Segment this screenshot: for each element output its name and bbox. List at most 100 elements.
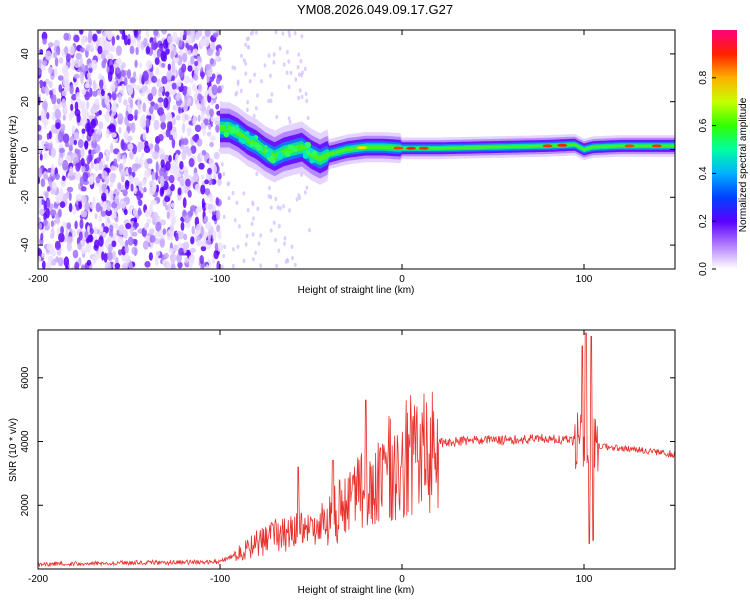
noise-blob bbox=[244, 42, 248, 47]
noise-blob bbox=[293, 31, 297, 36]
noise-blob bbox=[129, 227, 134, 235]
noise-blob bbox=[53, 203, 59, 209]
noise-blob bbox=[267, 53, 271, 58]
colorbar-tick-label: 0.8 bbox=[698, 70, 709, 84]
noise-blob bbox=[244, 61, 248, 66]
noise-blob bbox=[127, 85, 134, 96]
noise-blob bbox=[157, 134, 164, 142]
noise-blob bbox=[94, 98, 100, 106]
noise-blob bbox=[111, 36, 116, 46]
noise-blob bbox=[246, 107, 249, 113]
noise-blob bbox=[141, 178, 147, 187]
noise-blob bbox=[242, 191, 246, 196]
noise-blob bbox=[95, 157, 101, 164]
noise-blob bbox=[129, 98, 134, 109]
noise-blob bbox=[194, 231, 198, 241]
noise-blob bbox=[217, 178, 222, 187]
noise-blob bbox=[79, 30, 84, 35]
colorbar-tick-label: 0.2 bbox=[698, 214, 709, 228]
noise-blob bbox=[289, 70, 293, 76]
noise-blob bbox=[81, 194, 87, 203]
noise-blob bbox=[87, 34, 92, 44]
ridge-blob bbox=[234, 124, 239, 129]
noise-blob bbox=[276, 205, 280, 210]
noise-blob bbox=[283, 241, 286, 246]
noise-blob bbox=[96, 30, 102, 34]
noise-blob bbox=[149, 234, 156, 243]
ridge-blob bbox=[287, 145, 292, 149]
noise-blob bbox=[99, 160, 103, 171]
noise-blob bbox=[192, 83, 197, 92]
noise-blob bbox=[91, 139, 98, 149]
noise-blob bbox=[131, 246, 138, 256]
noise-blob bbox=[213, 151, 220, 160]
noise-blob bbox=[257, 241, 261, 246]
noise-blob bbox=[194, 67, 199, 77]
noise-blob bbox=[172, 67, 176, 74]
noise-blob bbox=[68, 202, 73, 213]
noise-blob bbox=[165, 161, 171, 171]
noise-blob bbox=[123, 99, 128, 106]
noise-blob bbox=[204, 30, 211, 38]
noise-blob bbox=[272, 60, 276, 65]
noise-blob bbox=[103, 226, 109, 234]
noise-blob bbox=[62, 221, 68, 228]
noise-blob bbox=[79, 176, 84, 188]
noise-blob bbox=[255, 30, 258, 35]
noise-blob bbox=[215, 77, 221, 85]
noise-blob bbox=[128, 175, 134, 185]
noise-blob bbox=[163, 39, 168, 49]
noise-blob bbox=[98, 121, 104, 130]
noise-blob bbox=[101, 183, 107, 193]
noise-blob bbox=[38, 96, 41, 106]
noise-blob bbox=[84, 91, 91, 101]
noise-blob bbox=[146, 218, 152, 224]
spectrogram-y-label: Frequency (Hz) bbox=[8, 116, 19, 185]
noise-blob bbox=[196, 240, 202, 247]
noise-blob bbox=[287, 59, 291, 64]
noise-blob bbox=[253, 72, 256, 77]
noise-blob bbox=[137, 99, 141, 108]
noise-blob bbox=[187, 98, 191, 106]
noise-blob bbox=[216, 242, 224, 252]
x-tick-label: 100 bbox=[576, 274, 593, 285]
noise-blob bbox=[151, 182, 157, 193]
ridge-blob bbox=[271, 159, 276, 164]
noise-blob bbox=[107, 30, 111, 41]
noise-blob bbox=[80, 186, 87, 192]
noise-blob bbox=[123, 209, 128, 216]
noise-blob bbox=[53, 67, 58, 77]
x-tick-label: -200 bbox=[28, 574, 48, 585]
noise-blob bbox=[143, 187, 147, 193]
noise-blob bbox=[304, 190, 307, 195]
noise-blob bbox=[165, 48, 170, 55]
x-tick-label: -200 bbox=[28, 274, 48, 285]
noise-blob bbox=[88, 114, 93, 121]
noise-blob bbox=[66, 186, 74, 193]
noise-blob bbox=[168, 154, 172, 163]
ridge-blob bbox=[240, 138, 247, 144]
noise-blob bbox=[103, 58, 108, 64]
noise-blob bbox=[190, 30, 195, 37]
noise-blob bbox=[62, 77, 70, 88]
noise-blob bbox=[43, 152, 48, 159]
noise-blob bbox=[159, 238, 165, 248]
noise-blob bbox=[109, 181, 114, 188]
noise-blob bbox=[142, 131, 147, 141]
signal-ridge bbox=[220, 102, 675, 185]
noise-blob bbox=[197, 114, 201, 122]
snr-x-ticks: -200 -100 0 100 bbox=[28, 330, 593, 585]
noise-blob bbox=[295, 197, 299, 202]
noise-blob bbox=[207, 168, 212, 174]
noise-blob bbox=[111, 240, 117, 248]
noise-blob bbox=[252, 113, 256, 119]
noise-blob bbox=[42, 81, 47, 87]
noise-blob bbox=[286, 258, 290, 264]
noise-blob bbox=[300, 94, 304, 100]
noise-blob bbox=[59, 147, 65, 154]
y-tick-label: -20 bbox=[20, 190, 31, 205]
noise-blob bbox=[166, 121, 171, 131]
ridge-blob bbox=[264, 145, 268, 148]
noise-blob bbox=[73, 157, 80, 164]
noise-blob bbox=[283, 236, 287, 241]
